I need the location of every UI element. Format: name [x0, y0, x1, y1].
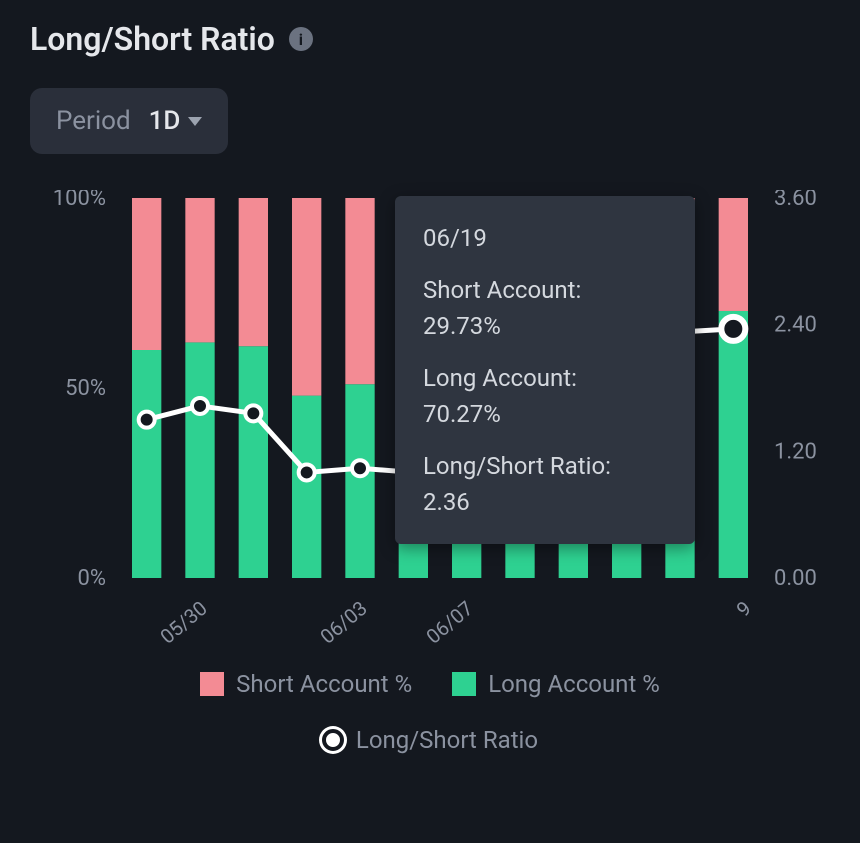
period-selector[interactable]: Period 1D — [30, 88, 228, 154]
legend-item-short[interactable]: Short Account % — [200, 670, 412, 698]
tooltip-row: Short Account: 29.73% — [423, 272, 667, 344]
svg-text:1.20: 1.20 — [774, 439, 817, 464]
chart-area: 0%50%100%0.001.202.403.60 05/3006/0306/0… — [30, 190, 830, 650]
legend-label-short: Short Account % — [236, 670, 412, 698]
legend-item-long[interactable]: Long Account % — [452, 670, 660, 698]
svg-text:50%: 50% — [65, 376, 106, 401]
chart-legend: Short Account % Long Account % Long/Short … — [80, 670, 780, 754]
tooltip-ratio-value: 2.36 — [423, 484, 667, 520]
tooltip-long-label: Long Account: — [423, 360, 667, 396]
info-icon[interactable]: i — [289, 27, 313, 51]
period-label: Period — [56, 106, 131, 136]
tooltip-ratio-label: Long/Short Ratio: — [423, 448, 667, 484]
tooltip-short-label: Short Account: — [423, 272, 667, 308]
legend-swatch-long — [452, 672, 476, 696]
svg-text:0%: 0% — [78, 566, 106, 591]
svg-text:3.60: 3.60 — [774, 190, 817, 211]
widget-root: Long/Short Ratio i Period 1D 0% 50% 100% 0.… — [0, 0, 860, 774]
header: Long/Short Ratio i — [30, 20, 830, 58]
tooltip-short-value: 29.73% — [423, 308, 667, 344]
chart-tooltip: 06/19 Short Account: 29.73% Long Account… — [395, 196, 695, 544]
legend-label-long: Long Account % — [488, 670, 660, 698]
legend-label-ratio: Long/Short Ratio — [356, 726, 538, 754]
legend-ring-icon — [322, 729, 344, 751]
svg-text:2.40: 2.40 — [774, 313, 817, 338]
period-value: 1D — [149, 106, 203, 136]
chevron-down-icon — [188, 117, 202, 126]
svg-text:100%: 100% — [53, 190, 106, 211]
period-value-text: 1D — [149, 106, 181, 136]
chart-title: Long/Short Ratio — [30, 20, 275, 58]
legend-swatch-short — [200, 672, 224, 696]
tooltip-row: Long/Short Ratio: 2.36 — [423, 448, 667, 520]
legend-item-ratio[interactable]: Long/Short Ratio — [322, 726, 538, 754]
tooltip-date: 06/19 — [423, 220, 667, 256]
tooltip-row: Long Account: 70.27% — [423, 360, 667, 432]
tooltip-long-value: 70.27% — [423, 396, 667, 432]
svg-text:0.00: 0.00 — [774, 566, 817, 591]
